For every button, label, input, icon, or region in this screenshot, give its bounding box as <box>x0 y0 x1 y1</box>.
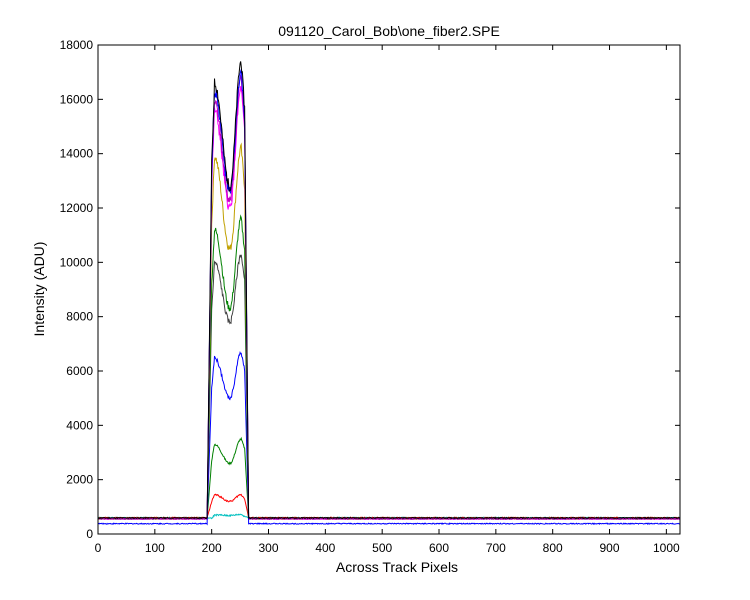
x-tick-label: 300 <box>258 541 278 555</box>
series-line-11 <box>97 61 681 520</box>
y-axis-label: Intensity (ADU) <box>31 242 47 337</box>
plot-area <box>97 44 681 535</box>
y-tick-label: 0 <box>86 527 93 541</box>
y-tick-label: 14000 <box>60 147 94 161</box>
series-line-10 <box>97 69 681 526</box>
x-tick-label: 200 <box>202 541 222 555</box>
y-tick-label: 6000 <box>66 364 93 378</box>
y-tick-label: 18000 <box>60 38 94 52</box>
x-tick-label: 900 <box>600 541 620 555</box>
y-tick-label: 8000 <box>66 310 93 324</box>
chart-title: 091120_Carol_Bob\one_fiber2.SPE <box>278 23 500 39</box>
x-tick-label: 0 <box>95 541 102 555</box>
x-axis-ticks: 0 100 200 300 400 500 600 700 800 900 1000 <box>95 45 680 555</box>
y-tick-label: 2000 <box>66 473 93 487</box>
x-tick-label: 100 <box>145 541 165 555</box>
series-layer <box>97 61 681 526</box>
x-axis-label: Across Track Pixels <box>336 559 458 575</box>
x-tick-label: 1000 <box>653 541 680 555</box>
x-tick-label: 400 <box>315 541 335 555</box>
y-tick-label: 10000 <box>60 255 94 269</box>
y-tick-label: 16000 <box>60 92 94 106</box>
y-tick-label: 4000 <box>66 418 93 432</box>
y-axis-ticks: 0 2000 4000 6000 8000 10000 12000 14000 16000 180… <box>60 38 680 541</box>
plot-frame <box>97 44 681 535</box>
y-tick-label: 12000 <box>60 201 94 215</box>
x-tick-label: 600 <box>429 541 449 555</box>
x-tick-label: 700 <box>486 541 506 555</box>
x-tick-label: 800 <box>543 541 563 555</box>
x-tick-label: 500 <box>372 541 392 555</box>
